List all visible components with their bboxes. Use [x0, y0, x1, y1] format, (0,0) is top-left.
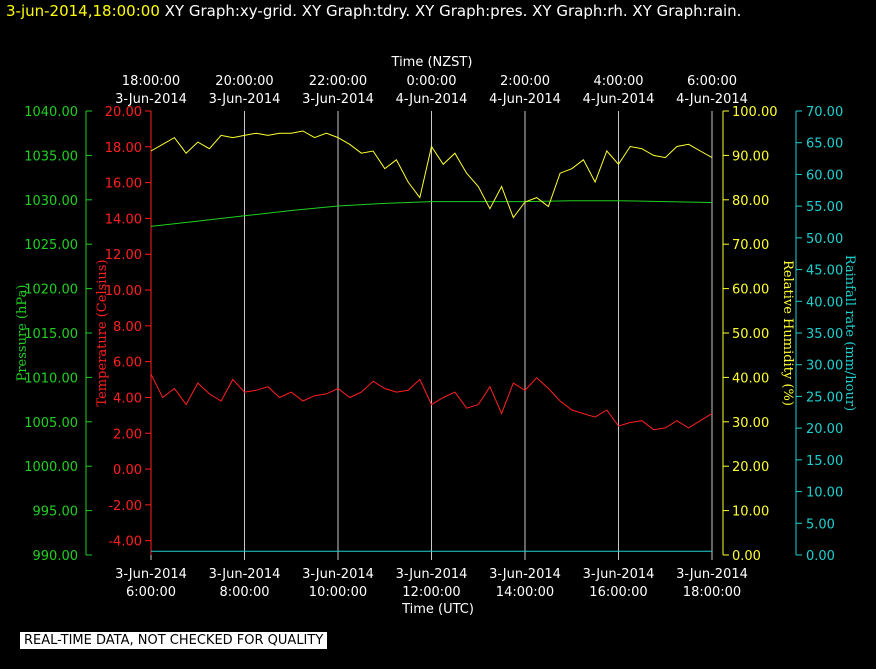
humidity-tick-label-0: 0.00 — [732, 549, 761, 564]
temperature-tick-label-10: 16.00 — [105, 177, 142, 192]
bottom-tick-time-3: 12:00:00 — [402, 585, 460, 600]
pressure-series-line — [150, 200, 713, 227]
bottom-tick-date-2: 3-Jun-2014 — [302, 567, 374, 582]
bottom-axis-title: Time (UTC) — [401, 602, 474, 617]
bottom-tick-time-1: 8:00:00 — [219, 585, 269, 600]
temperature-tick-label-9: 14.00 — [105, 212, 142, 227]
rainfall-tick-label-6: 30.00 — [806, 359, 843, 374]
rainfall-tick-label-11: 55.00 — [806, 200, 843, 215]
top-tick-time-2: 22:00:00 — [309, 74, 367, 89]
graph-label-pres: XY Graph:pres. — [414, 2, 528, 20]
top-axis-title: Time (NZST) — [391, 55, 473, 70]
top-tick-time-0: 18:00:00 — [122, 74, 180, 89]
bottom-tick-time-5: 16:00:00 — [589, 585, 647, 600]
rainfall-tick-label-5: 25.00 — [806, 390, 843, 405]
temperature-tick-label-2: 0.00 — [113, 463, 142, 478]
temperature-tick-label-3: 2.00 — [113, 427, 142, 442]
temperature-tick-label-11: 18.00 — [105, 141, 142, 156]
rainfall-axis-title: Rainfall rate (mm/hour) — [842, 255, 857, 411]
top-tick-date-5: 4-Jun-2014 — [583, 92, 655, 107]
top-tick-time-1: 20:00:00 — [215, 74, 273, 89]
bottom-tick-date-4: 3-Jun-2014 — [489, 567, 561, 582]
graph-header: 3-jun-2014,18:00:00 XY Graph:xy-grid. XY… — [6, 2, 741, 20]
temperature-tick-label-7: 10.00 — [105, 284, 142, 299]
rainfall-tick-label-9: 45.00 — [806, 264, 843, 279]
bottom-tick-date-1: 3-Jun-2014 — [209, 567, 281, 582]
rainfall-tick-label-2: 10.00 — [806, 486, 843, 501]
pressure-tick-label-10: 1040.00 — [24, 105, 78, 120]
pressure-tick-label-3: 1005.00 — [24, 416, 78, 431]
top-tick-time-6: 6:00:00 — [687, 74, 737, 89]
graph-label-tdry: XY Graph:tdry. — [301, 2, 411, 20]
rainfall-tick-label-8: 40.00 — [806, 295, 843, 310]
bottom-tick-time-2: 10:00:00 — [309, 585, 367, 600]
rainfall-tick-label-0: 0.00 — [806, 549, 835, 564]
bottom-tick-time-4: 14:00:00 — [496, 585, 554, 600]
pressure-tick-label-7: 1025.00 — [24, 238, 78, 253]
top-tick-time-5: 4:00:00 — [593, 74, 643, 89]
humidity-tick-label-1: 10.00 — [732, 505, 769, 520]
rainfall-tick-label-13: 65.00 — [806, 137, 843, 152]
rainfall-tick-label-4: 20.00 — [806, 422, 843, 437]
top-tick-date-1: 3-Jun-2014 — [209, 92, 281, 107]
graph-label-rain: XY Graph:rain. — [632, 2, 742, 20]
humidity-tick-label-4: 40.00 — [732, 371, 769, 386]
temperature-series-line — [150, 373, 713, 431]
humidity-tick-label-5: 50.00 — [732, 327, 769, 342]
humidity-tick-label-7: 70.00 — [732, 238, 769, 253]
bottom-tick-time-0: 6:00:00 — [126, 585, 176, 600]
temperature-tick-label-1: -2.00 — [108, 499, 142, 514]
top-tick-date-2: 3-Jun-2014 — [302, 92, 374, 107]
humidity-tick-label-9: 90.00 — [732, 149, 769, 164]
pressure-tick-label-8: 1030.00 — [24, 194, 78, 209]
humidity-tick-label-10: 100.00 — [732, 105, 778, 120]
humidity-tick-label-2: 20.00 — [732, 460, 769, 475]
pressure-tick-label-4: 1010.00 — [24, 371, 78, 386]
rainfall-tick-label-1: 5.00 — [806, 517, 835, 532]
temperature-tick-label-6: 8.00 — [113, 320, 142, 335]
pressure-tick-label-6: 1020.00 — [24, 283, 78, 298]
top-tick-time-3: 0:00:00 — [406, 74, 456, 89]
bottom-tick-date-6: 3-Jun-2014 — [676, 567, 748, 582]
pressure-tick-label-2: 1000.00 — [24, 460, 78, 475]
pressure-tick-label-9: 1035.00 — [24, 149, 78, 164]
top-tick-time-4: 2:00:00 — [500, 74, 550, 89]
rainfall-tick-label-14: 70.00 — [806, 105, 843, 120]
temperature-axis-title: Temperature (Celsius) — [95, 259, 110, 406]
temperature-tick-label-12: 20.00 — [105, 105, 142, 120]
rainfall-tick-label-10: 50.00 — [806, 232, 843, 247]
rainfall-tick-label-7: 35.00 — [806, 327, 843, 342]
quality-notice: REAL-TIME DATA, NOT CHECKED FOR QUALITY — [20, 632, 328, 649]
pressure-tick-label-1: 995.00 — [33, 505, 79, 520]
bottom-tick-date-3: 3-Jun-2014 — [396, 567, 468, 582]
top-tick-date-4: 4-Jun-2014 — [489, 92, 561, 107]
humidity-series-line — [150, 130, 713, 219]
top-tick-date-0: 3-Jun-2014 — [115, 92, 187, 107]
graph-label-xy-grid: XY Graph:xy-grid. — [164, 2, 297, 20]
temperature-tick-label-8: 12.00 — [105, 248, 142, 263]
humidity-axis-title: Relative Humidity (%) — [780, 260, 795, 406]
rainfall-tick-label-3: 15.00 — [806, 454, 843, 469]
bottom-tick-date-5: 3-Jun-2014 — [583, 567, 655, 582]
rainfall-tick-label-12: 60.00 — [806, 168, 843, 183]
humidity-tick-label-6: 60.00 — [732, 283, 769, 298]
temperature-tick-label-0: -4.00 — [108, 535, 142, 550]
timestamp: 3-jun-2014,18:00:00 — [6, 2, 160, 20]
top-tick-date-3: 4-Jun-2014 — [396, 92, 468, 107]
temperature-tick-label-4: 4.00 — [113, 391, 142, 406]
humidity-tick-label-3: 30.00 — [732, 416, 769, 431]
temperature-tick-label-5: 6.00 — [113, 356, 142, 371]
pressure-tick-label-0: 990.00 — [33, 549, 79, 564]
pressure-axis-title: Pressure (hPa) — [15, 285, 30, 382]
top-tick-date-6: 4-Jun-2014 — [676, 92, 748, 107]
graph-label-rh: XY Graph:rh. — [532, 2, 628, 20]
humidity-tick-label-8: 80.00 — [732, 194, 769, 209]
bottom-tick-date-0: 3-Jun-2014 — [115, 567, 187, 582]
bottom-tick-time-6: 18:00:00 — [683, 585, 741, 600]
pressure-tick-label-5: 1015.00 — [24, 327, 78, 342]
